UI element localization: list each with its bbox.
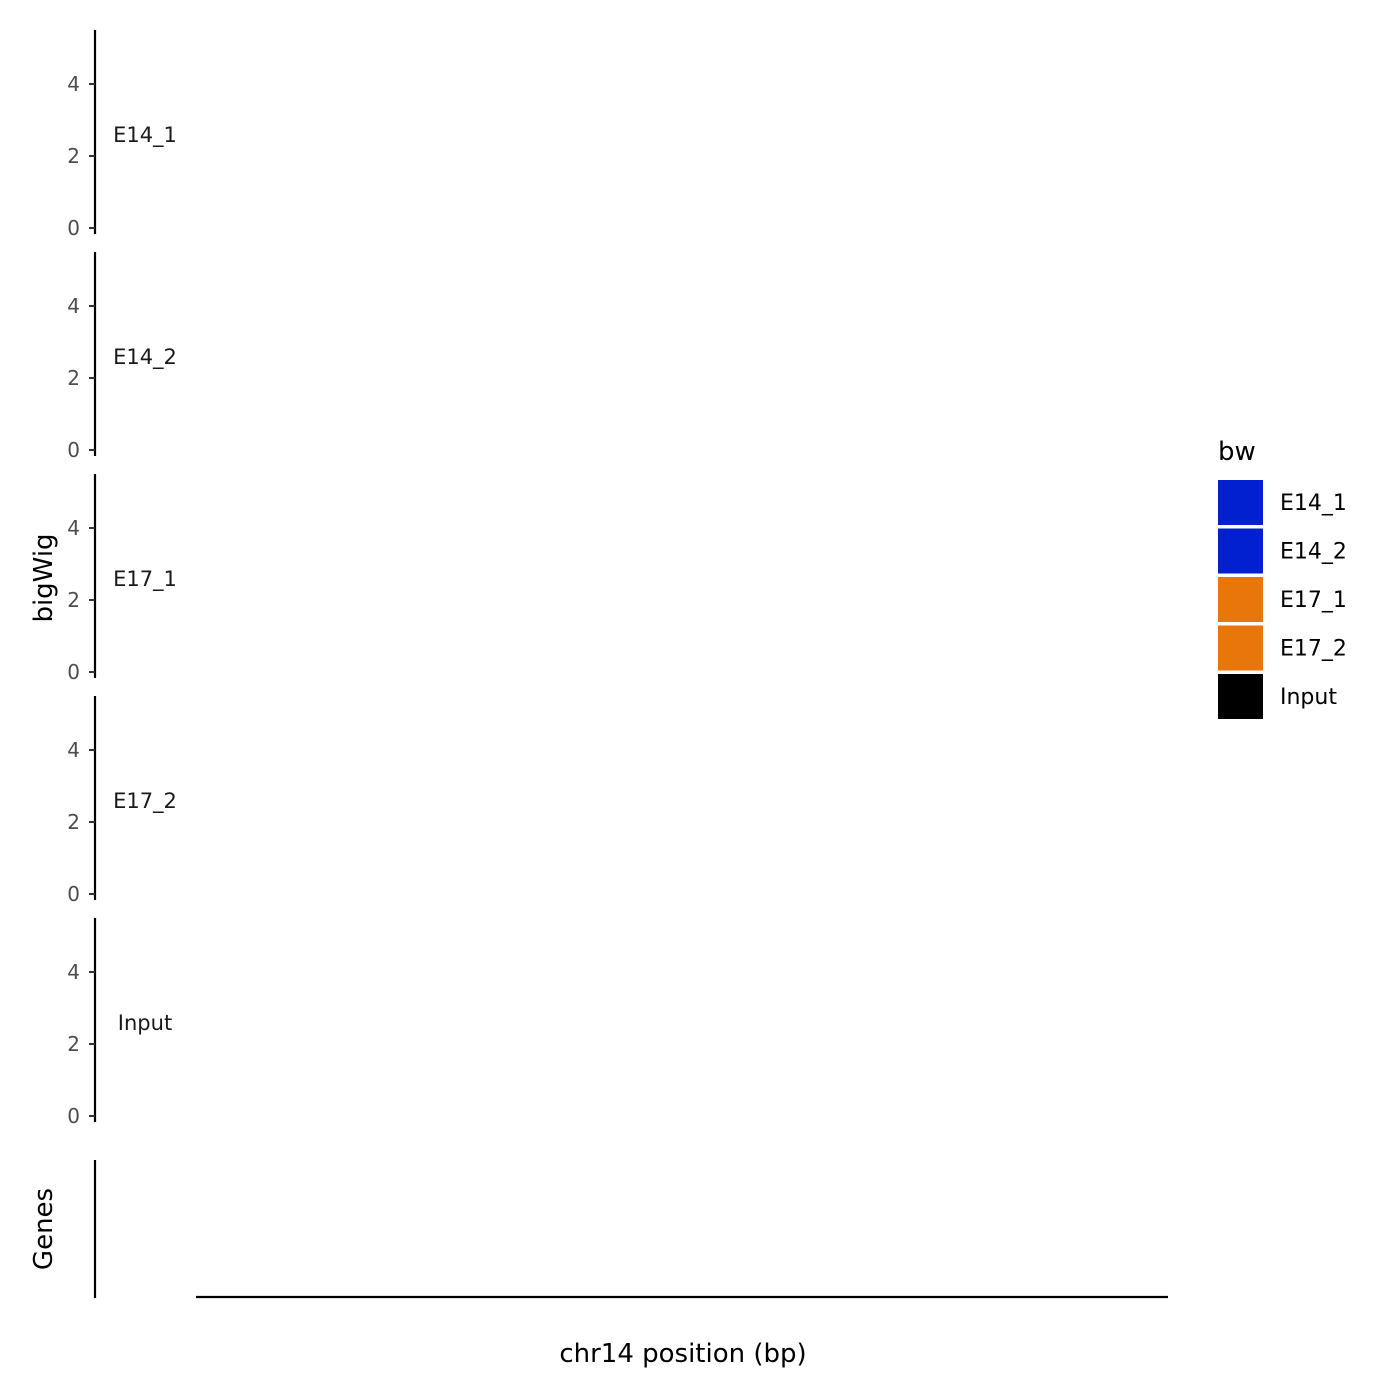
y-tick-label: 0 — [67, 216, 80, 240]
y-axis-title: bigWig — [29, 533, 59, 622]
legend-title: bw — [1218, 437, 1256, 467]
track-E14_1: 0 2 4 E14_1 — [67, 30, 177, 240]
track-E17_2: 0 2 4 E17_2 — [67, 696, 177, 906]
y-tick-label: 4 — [67, 516, 80, 540]
track-E14_2: 0 2 4 E14_2 — [67, 252, 177, 462]
y-tick-label: 4 — [67, 72, 80, 96]
y-tick-label: 0 — [67, 882, 80, 906]
y-tick-label: 4 — [67, 294, 80, 318]
legend-label: E14_1 — [1280, 491, 1347, 516]
y-tick-label: 4 — [67, 738, 80, 762]
y-tick-label: 2 — [67, 810, 80, 834]
track-panels: 0 2 4 E14_1 0 2 4 E14_2 0 2 4 E17_1 0 2 4 E17_2 0 2 4 Input — [67, 30, 177, 1128]
y-tick-label: 2 — [67, 366, 80, 390]
y-tick-label: 2 — [67, 1032, 80, 1056]
gene-track: Mcpt4 — [93, 1160, 97, 1298]
legend-swatch — [1218, 674, 1263, 719]
legend-label: E17_1 — [1280, 588, 1347, 613]
legend-item-E17_2: E17_2 — [1218, 625, 1347, 671]
track-label: E14_2 — [113, 345, 177, 370]
legend: bw E14_1 E14_2 E17_1 E17_2 Input — [1218, 437, 1347, 719]
legend-item-E17_1: E17_1 — [1218, 577, 1347, 622]
track-label: E17_2 — [113, 789, 177, 814]
y-tick-label: 0 — [67, 660, 80, 684]
x-axis: 5606000056061000560620005606300056064000 — [196, 1295, 1168, 1299]
y-tick-label: 2 — [67, 588, 80, 612]
track-label: Input — [118, 1011, 172, 1035]
genes-track-title: Genes — [29, 1188, 59, 1270]
track-label: E14_1 — [113, 123, 177, 148]
y-tick-label: 0 — [67, 438, 80, 462]
legend-item-Input: Input — [1218, 674, 1337, 719]
legend-label: E14_2 — [1280, 540, 1347, 565]
legend-item-E14_2: E14_2 — [1218, 528, 1347, 574]
legend-swatch — [1218, 480, 1263, 525]
legend-label: E17_2 — [1280, 637, 1347, 662]
legend-swatch — [1218, 577, 1263, 622]
track-E17_1: 0 2 4 E17_1 — [67, 474, 177, 684]
y-tick-label: 0 — [67, 1104, 80, 1128]
legend-swatch — [1218, 528, 1263, 574]
x-axis-title: chr14 position (bp) — [559, 1339, 806, 1369]
y-tick-label: 2 — [67, 144, 80, 168]
legend-item-E14_1: E14_1 — [1218, 480, 1347, 525]
track-label: E17_1 — [113, 567, 177, 592]
track-Input: 0 2 4 Input — [67, 918, 172, 1128]
legend-swatch — [1218, 625, 1263, 671]
y-tick-label: 4 — [67, 960, 80, 984]
legend-label: Input — [1280, 685, 1337, 710]
